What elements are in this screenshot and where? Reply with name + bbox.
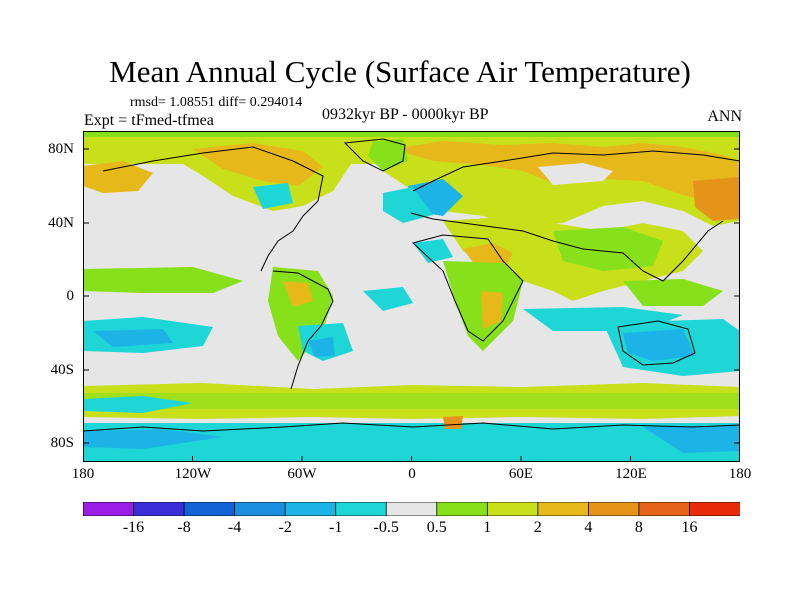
antarctic-orange-patch	[443, 416, 463, 429]
y-tick-80n: 80N	[48, 141, 74, 157]
colorbar-label: 16	[681, 519, 698, 536]
colorbar-label: 1	[483, 519, 492, 536]
alaska-orange	[83, 161, 153, 193]
colorbar-swatch-9	[537, 502, 590, 516]
y-tick-0: 0	[66, 288, 75, 304]
colorbar-swatch-7	[436, 502, 489, 516]
eurasia-deep-orange	[693, 177, 740, 221]
argentina-blue	[308, 337, 335, 357]
colorbar-swatch-12	[689, 502, 740, 516]
y-ticks	[83, 148, 740, 444]
x-ticks	[192, 456, 631, 462]
colorbar-swatch-4	[284, 502, 337, 516]
rmsd-diff-stats: rmsd= 1.08551 diff= 0.294014	[130, 95, 303, 110]
chart-title: Mean Annual Cycle (Surface Air Temperatu…	[109, 54, 691, 89]
hudson-cyan	[253, 183, 293, 209]
colorbar-label: -4	[227, 519, 242, 536]
maritime-continent-warm	[623, 279, 723, 306]
coast-antarctica	[83, 422, 740, 432]
colorbar-label: -8	[177, 519, 191, 536]
coastlines	[83, 138, 740, 432]
x-tick-120w: 120W	[174, 466, 212, 482]
colorbar-label: 4	[584, 519, 593, 536]
amazon-orange	[283, 281, 313, 307]
colorbar-swatch-10	[587, 502, 640, 516]
x-tick-180-left: 180	[71, 466, 95, 482]
antarctic-cyan-band	[83, 423, 740, 462]
temperature-map	[83, 131, 740, 462]
south-pacific-blue	[93, 329, 173, 347]
coast-africa	[411, 234, 524, 342]
x-tick-180-right: 180	[728, 466, 752, 482]
colorbar-swatch-11	[638, 502, 691, 516]
y-tick-40n: 40N	[48, 215, 74, 231]
colorbar-label: -1	[329, 519, 343, 536]
tropical-atlantic-cyan	[363, 287, 413, 311]
x-tick-60w: 60W	[287, 466, 317, 482]
southern-ocean-lime	[83, 393, 740, 409]
season-label: ANN	[707, 108, 742, 125]
colorbar-swatch-1	[133, 502, 185, 516]
y-tick-80s: 80S	[50, 435, 74, 451]
colorbar	[83, 502, 740, 516]
colorbar-label: 0.5	[426, 519, 447, 536]
siberia-gray-patch	[538, 163, 613, 185]
colorbar-label: 8	[634, 519, 643, 536]
colorbar-swatch-3	[234, 502, 287, 516]
north-atlantic-light-cyan	[383, 187, 433, 223]
coast-south-america	[272, 270, 334, 390]
north-america-orange	[193, 143, 323, 186]
colorbar-swatch-8	[486, 502, 539, 516]
colorbar-label: -2	[278, 519, 292, 536]
period-label: 0932kyr BP - 0000kyr BP	[322, 106, 489, 123]
antarctic-blue-patches	[83, 425, 740, 453]
x-tick-120e: 120E	[615, 466, 647, 482]
arctic-north-edge	[83, 131, 740, 137]
australia-blue	[623, 329, 695, 361]
colorbar-swatch-5	[335, 502, 388, 516]
y-tick-40s: 40S	[50, 362, 74, 378]
coast-north-america	[102, 146, 324, 272]
coast-europe-south	[410, 212, 724, 282]
x-tick-60e: 60E	[508, 466, 534, 482]
africa-south-orange	[481, 291, 503, 329]
coast-australia	[617, 320, 696, 366]
x-tick-0: 0	[408, 466, 416, 482]
experiment-label: Expt = tFmed-tfmea	[84, 112, 214, 129]
coast-eurasia	[412, 150, 740, 192]
eastern-pacific-band	[83, 267, 243, 293]
colorbar-swatch-6	[385, 502, 438, 516]
sahara-cyan	[413, 239, 453, 263]
colorbar-swatch-0	[83, 502, 135, 516]
north-pacific-gray	[123, 193, 233, 223]
south-asia-warm	[553, 227, 663, 271]
colorbar-swatch-2	[183, 502, 236, 516]
colorbar-label: 2	[533, 519, 542, 536]
colorbar-label: -16	[122, 519, 145, 536]
coast-greenland	[343, 138, 406, 172]
colorbar-label: -0.5	[373, 519, 399, 536]
southern-ocean-cyan	[83, 396, 193, 413]
